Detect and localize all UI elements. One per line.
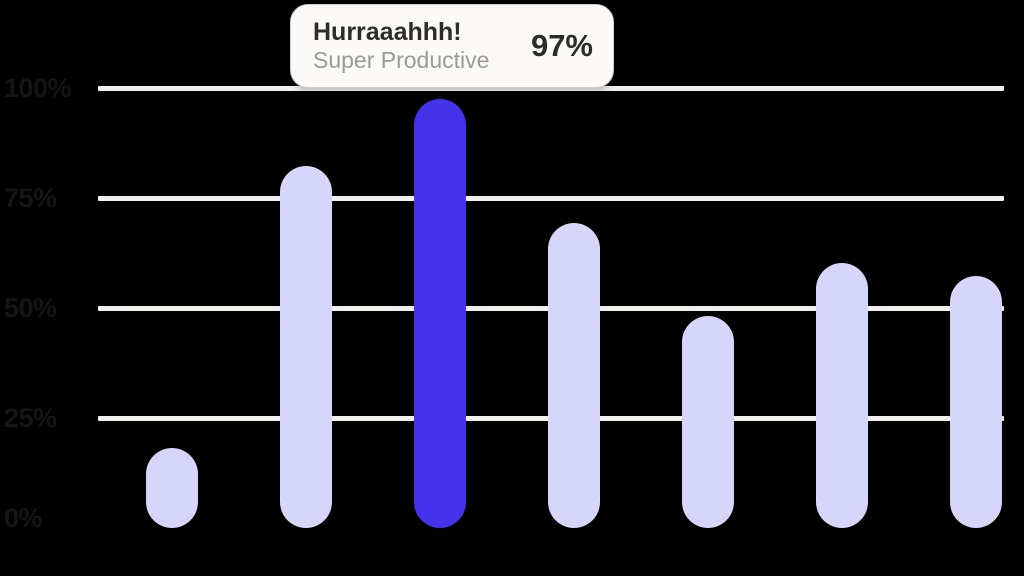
bar-3[interactable]	[414, 99, 466, 528]
chart-tooltip[interactable]: Hurraaahhh! Super Productive 97%	[290, 4, 614, 88]
bar-5[interactable]	[682, 315, 734, 528]
bar-7[interactable]	[950, 276, 1002, 528]
tooltip-value: 97%	[530, 28, 593, 63]
y-tick-label-0: 0%	[4, 503, 43, 533]
tooltip-text-group: Hurraaahhh! Super Productive	[313, 18, 519, 73]
y-axis: 100% 75% 50% 25% 0%	[0, 0, 98, 576]
y-tick-label-50: 50%	[4, 293, 57, 323]
tooltip-subtitle: Super Productive	[313, 46, 490, 73]
bar-2[interactable]	[280, 165, 332, 528]
y-tick-label-25: 25%	[4, 403, 57, 433]
tooltip-title: Hurraaahhh!	[313, 18, 462, 47]
bar-4[interactable]	[548, 223, 600, 528]
bar-1[interactable]	[146, 448, 198, 528]
bar-6[interactable]	[816, 262, 868, 528]
y-tick-label-75: 75%	[4, 183, 57, 213]
y-tick-label-100: 100%	[4, 73, 72, 103]
